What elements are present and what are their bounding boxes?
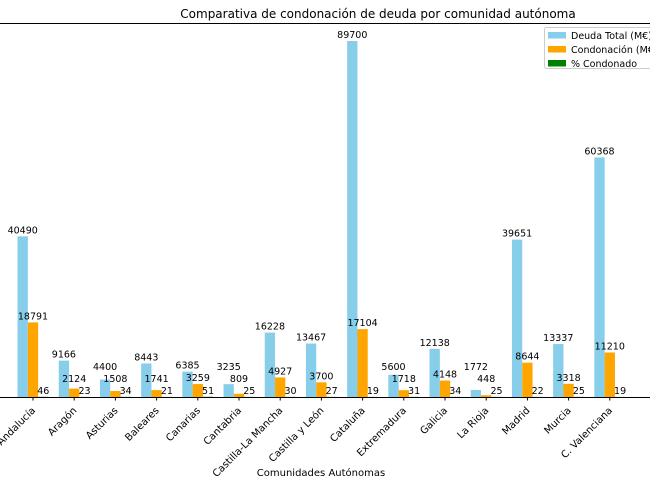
bar-condonacion bbox=[69, 388, 80, 397]
data-label: 17104 bbox=[347, 318, 377, 329]
x-tick-label: Canarias bbox=[164, 405, 203, 444]
data-label: 11210 bbox=[595, 342, 625, 353]
bar-deuda bbox=[141, 363, 152, 397]
data-label: 12138 bbox=[420, 338, 450, 349]
data-label: 21 bbox=[161, 386, 173, 397]
data-label: 19 bbox=[367, 386, 379, 397]
data-label: 19 bbox=[614, 386, 626, 397]
legend: Deuda Total (M€) Condonación (M€) % Condon… bbox=[544, 27, 650, 70]
x-tick-label: Cantabria bbox=[202, 405, 244, 447]
data-label: 6385 bbox=[175, 361, 199, 372]
bar-deuda bbox=[99, 379, 111, 397]
bar-deuda bbox=[511, 239, 523, 397]
bar-deuda bbox=[223, 384, 234, 397]
data-label: 60368 bbox=[584, 146, 614, 157]
bar-condonacion bbox=[522, 362, 533, 397]
data-label: 1718 bbox=[392, 374, 416, 385]
bar-condonacion bbox=[27, 322, 39, 397]
data-label: 8443 bbox=[134, 352, 158, 363]
bar-deuda bbox=[305, 343, 317, 397]
x-tick-label: La Rioja bbox=[456, 405, 492, 441]
x-tick-label: Baleares bbox=[123, 405, 161, 443]
bar-deuda bbox=[388, 374, 399, 397]
data-label: 5600 bbox=[381, 362, 405, 373]
x-tick-label: Galicia bbox=[418, 405, 450, 437]
data-label: 3259 bbox=[186, 373, 210, 384]
data-label: 16228 bbox=[255, 322, 285, 333]
data-label: 3318 bbox=[557, 373, 581, 384]
data-label: 1772 bbox=[464, 362, 488, 373]
data-label: 25 bbox=[573, 386, 585, 397]
data-label: 27 bbox=[326, 386, 338, 397]
data-label: 31 bbox=[408, 386, 420, 397]
bar-condonacion bbox=[357, 329, 368, 397]
x-tick-label: Murcia bbox=[542, 405, 573, 436]
bar-condonacion bbox=[439, 380, 451, 397]
x-tick-label: Aragón bbox=[45, 405, 79, 439]
legend-swatch bbox=[548, 32, 566, 39]
legend-frame bbox=[544, 27, 650, 69]
data-label: 2124 bbox=[62, 374, 86, 385]
data-label: 40490 bbox=[8, 225, 38, 236]
data-label: 18791 bbox=[18, 311, 48, 322]
bar-deuda bbox=[347, 41, 358, 397]
bar-deuda bbox=[58, 360, 70, 397]
data-label: 809 bbox=[230, 374, 248, 385]
x-tick-label: Andalucía bbox=[0, 405, 38, 448]
data-label: 9166 bbox=[52, 350, 76, 361]
bar-condonacion bbox=[398, 390, 409, 397]
data-label: 23 bbox=[78, 386, 90, 397]
legend-swatch bbox=[548, 46, 566, 53]
x-tick-label: Madrid bbox=[500, 405, 532, 437]
data-label: 25 bbox=[243, 386, 255, 397]
bar-deuda bbox=[470, 389, 482, 397]
bar-deuda bbox=[553, 344, 564, 397]
data-label: 34 bbox=[120, 386, 132, 397]
bar-condonacion bbox=[481, 395, 492, 397]
bar-deuda bbox=[264, 332, 276, 397]
data-label: 34 bbox=[449, 386, 461, 397]
data-label: 3700 bbox=[309, 371, 333, 382]
data-label: 4148 bbox=[433, 370, 457, 381]
data-label: 1741 bbox=[145, 374, 169, 385]
bar-deuda bbox=[17, 236, 28, 397]
data-label: 4927 bbox=[268, 366, 292, 377]
bar-condonacion bbox=[192, 384, 203, 397]
chart-title: Comparativa de condonación de deuda por … bbox=[180, 7, 575, 21]
data-label: 89700 bbox=[337, 30, 367, 41]
x-axis-label: Comunidades Autónomas bbox=[257, 467, 385, 479]
bar-deuda bbox=[594, 157, 605, 397]
data-label: 1508 bbox=[103, 374, 127, 385]
data-label: 39651 bbox=[502, 229, 532, 240]
data-label: 46 bbox=[37, 386, 49, 397]
legend-entry: % Condonado bbox=[571, 59, 637, 70]
data-label: 3235 bbox=[217, 362, 241, 373]
data-label: 13467 bbox=[296, 333, 326, 344]
data-label: 51 bbox=[202, 386, 214, 397]
x-tick-label: Asturias bbox=[84, 405, 120, 441]
data-label: 13337 bbox=[543, 333, 573, 344]
bar-condonacion bbox=[604, 352, 615, 397]
data-label: 25 bbox=[490, 386, 502, 397]
bar-condonacion bbox=[563, 383, 574, 397]
data-label: 448 bbox=[477, 374, 495, 385]
data-label: 4400 bbox=[93, 362, 117, 373]
bar-condonacion bbox=[151, 390, 162, 397]
bar-condonacion bbox=[110, 391, 121, 397]
legend-entry: Deuda Total (M€) bbox=[571, 31, 650, 42]
bar-condonacion bbox=[316, 382, 327, 397]
legend-swatch bbox=[548, 60, 566, 67]
data-label: 22 bbox=[532, 386, 544, 397]
data-label: 30 bbox=[284, 386, 296, 397]
x-tick-label: Cataluña bbox=[328, 405, 367, 444]
bar-deuda bbox=[429, 348, 440, 397]
bar-deuda bbox=[182, 371, 193, 397]
legend-entry: Condonación (M€) bbox=[571, 45, 650, 56]
bar-condonacion bbox=[275, 377, 286, 397]
bar-condonacion bbox=[233, 393, 245, 397]
data-label: 8644 bbox=[515, 352, 539, 363]
